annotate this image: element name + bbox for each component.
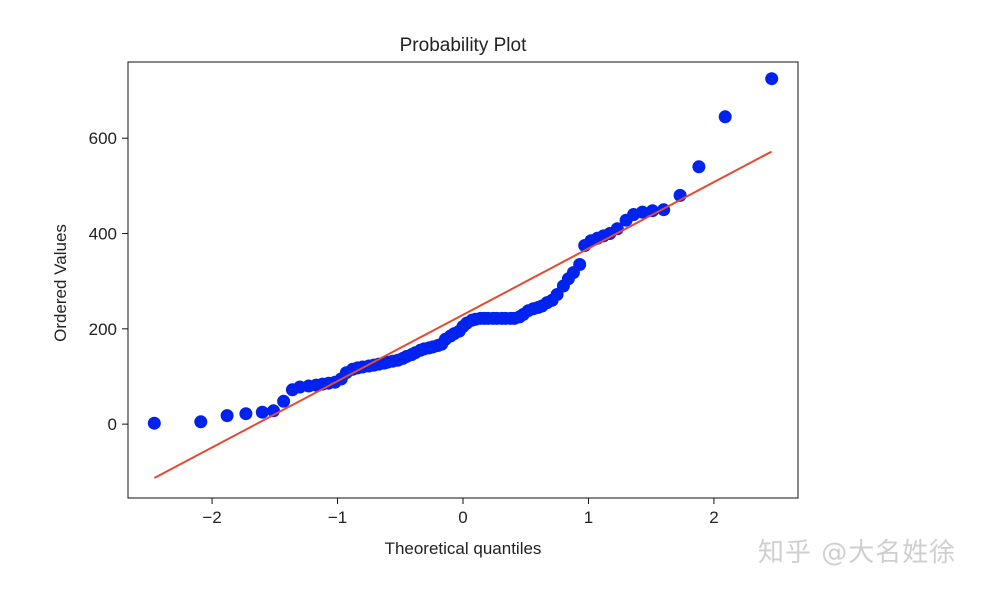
x-tick-label: −2 — [202, 508, 221, 527]
fit-line — [153, 150, 773, 479]
x-tick-label: 0 — [458, 508, 467, 527]
x-tick-label: 1 — [584, 508, 593, 527]
x-axis-ticks: −2 −1 0 1 2 — [202, 498, 719, 527]
x-axis-label: Theoretical quantiles — [385, 539, 542, 558]
data-point — [635, 205, 649, 219]
chart-title: Probability Plot — [400, 35, 527, 56]
data-point — [692, 160, 706, 174]
data-point — [255, 405, 269, 419]
y-tick-label: 0 — [108, 415, 117, 434]
plot-area — [147, 72, 779, 479]
data-point — [277, 394, 291, 408]
y-axis-label: Ordered Values — [51, 224, 70, 342]
data-point — [573, 258, 587, 271]
y-axis-ticks: 0 200 400 600 — [89, 129, 128, 434]
x-tick-label: −1 — [328, 508, 347, 527]
data-point — [147, 416, 161, 430]
y-tick-label: 400 — [89, 225, 117, 244]
x-tick-label: 2 — [709, 508, 718, 527]
watermark-text: 知乎 @大名姓徐 — [758, 538, 957, 568]
data-point — [718, 110, 732, 124]
data-point — [194, 415, 208, 429]
data-point — [239, 407, 253, 421]
y-tick-label: 200 — [89, 320, 117, 339]
data-point — [765, 72, 779, 86]
data-point — [220, 409, 234, 423]
plot-frame — [127, 61, 799, 499]
y-tick-label: 600 — [89, 129, 117, 148]
